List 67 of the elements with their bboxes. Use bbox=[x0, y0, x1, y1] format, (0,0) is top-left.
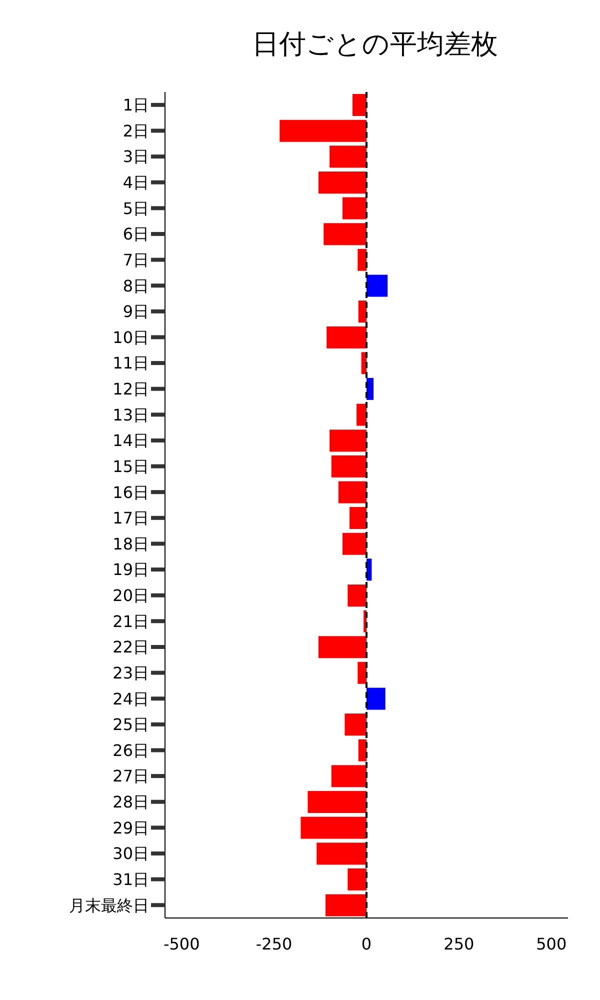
bar bbox=[342, 532, 366, 555]
y-tick-label: 1日 bbox=[122, 96, 149, 115]
y-tick-label: 6日 bbox=[122, 224, 149, 244]
y-tick-label: 30日 bbox=[112, 844, 149, 864]
y-tick-label: 17日 bbox=[112, 508, 149, 528]
bar bbox=[318, 636, 366, 658]
y-tick-label: 7日 bbox=[122, 250, 149, 270]
bar bbox=[318, 171, 366, 194]
bar bbox=[324, 223, 366, 246]
y-tick-label: 2日 bbox=[122, 121, 149, 140]
y-tick-label: 16日 bbox=[112, 482, 149, 502]
bar bbox=[342, 197, 366, 220]
bar bbox=[331, 455, 366, 478]
y-tick-label: 12日 bbox=[112, 380, 149, 399]
y-tick-label: 18日 bbox=[112, 534, 149, 554]
y-tick-label: 5日 bbox=[122, 198, 149, 218]
y-tick-label: 21日 bbox=[112, 612, 149, 631]
bar bbox=[366, 688, 386, 710]
y-tick-label: 15日 bbox=[112, 456, 149, 476]
bar bbox=[358, 248, 366, 271]
bar bbox=[358, 662, 366, 684]
bar bbox=[338, 481, 366, 504]
y-tick-label: 25日 bbox=[112, 715, 149, 734]
y-tick-label: 22日 bbox=[112, 638, 149, 657]
bar bbox=[330, 146, 366, 168]
chart-title: 日付ごとの平均差枚 bbox=[251, 28, 499, 62]
y-tick-label: 31日 bbox=[112, 870, 149, 889]
bar bbox=[358, 300, 366, 322]
bar bbox=[358, 739, 366, 762]
y-tick-label: 24日 bbox=[112, 689, 149, 708]
bar bbox=[330, 430, 366, 452]
x-tick-label: 250 bbox=[444, 934, 474, 954]
bar bbox=[366, 274, 388, 297]
bar bbox=[316, 842, 366, 865]
y-tick-label: 月末最終日 bbox=[69, 896, 149, 915]
y-tick-label: 27日 bbox=[112, 766, 149, 786]
bar bbox=[348, 868, 366, 890]
x-tick-label: -500 bbox=[163, 934, 200, 954]
bar bbox=[331, 765, 366, 788]
y-tick-label: 10日 bbox=[112, 328, 149, 347]
y-tick-label: 28日 bbox=[112, 792, 149, 812]
bar bbox=[344, 714, 366, 736]
bar bbox=[348, 584, 366, 606]
bar bbox=[308, 790, 366, 813]
bar bbox=[366, 378, 374, 400]
y-tick-label: 20日 bbox=[112, 586, 149, 606]
bar bbox=[326, 326, 366, 348]
y-tick-label: 13日 bbox=[112, 405, 149, 424]
x-tick-label: 0 bbox=[361, 934, 372, 954]
y-tick-label: 23日 bbox=[112, 663, 149, 682]
y-tick-label: 4日 bbox=[122, 173, 149, 192]
bar bbox=[325, 894, 366, 916]
y-tick-label: 3日 bbox=[122, 147, 149, 166]
y-tick-label: 19日 bbox=[112, 560, 149, 580]
bar bbox=[349, 507, 366, 529]
bar bbox=[300, 816, 366, 839]
y-tick-label: 11日 bbox=[112, 354, 149, 373]
bar bbox=[352, 94, 366, 116]
y-tick-label: 26日 bbox=[112, 740, 149, 760]
bar bbox=[356, 404, 366, 426]
y-tick-label: 29日 bbox=[112, 818, 149, 838]
bar bbox=[280, 120, 366, 142]
x-tick-label: 500 bbox=[536, 934, 567, 954]
x-tick-label: -250 bbox=[256, 934, 292, 954]
y-tick-label: 14日 bbox=[112, 431, 149, 450]
y-tick-label: 8日 bbox=[122, 276, 149, 296]
y-tick-label: 9日 bbox=[122, 302, 149, 322]
